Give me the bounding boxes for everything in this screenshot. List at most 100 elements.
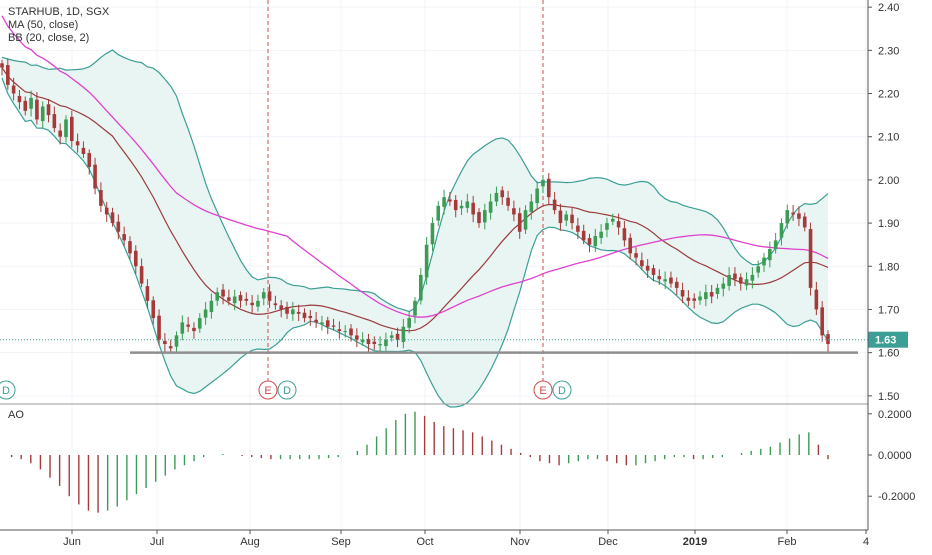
candle-body — [436, 205, 441, 221]
price-tick-label: 1.80 — [878, 261, 899, 273]
candle-body — [593, 236, 598, 247]
candle-body — [110, 212, 115, 224]
candle-body — [651, 268, 656, 275]
candle-body — [35, 99, 39, 120]
candle-body — [256, 300, 260, 307]
candle-body — [465, 201, 470, 208]
time-tick-label: Sep — [331, 536, 351, 548]
candle-body — [663, 279, 667, 282]
time-tick-label: Jun — [63, 536, 81, 548]
candle-body — [0, 63, 4, 68]
candle-body — [337, 329, 342, 332]
candle-body — [355, 335, 359, 340]
candle-body — [453, 199, 458, 211]
candle-body — [605, 223, 609, 230]
candle-body — [395, 333, 400, 340]
candle-body — [826, 334, 830, 345]
candle-body — [349, 328, 353, 336]
candle-body — [785, 210, 790, 224]
price-tick-label: 1.50 — [878, 391, 899, 403]
axes: 2.40 2.30 2.20 2.10 2.00 1.90 1.80 1.70 1.60 1.50… — [0, 0, 915, 548]
candle-body — [692, 298, 697, 301]
candle-body — [419, 274, 423, 301]
candle-body — [75, 141, 80, 146]
dividend-marker-label: D — [2, 385, 10, 397]
candle-body — [267, 291, 272, 301]
candle-body — [261, 292, 266, 299]
candle-body — [133, 250, 138, 267]
candle-body — [372, 341, 377, 345]
candle-body — [389, 335, 394, 338]
bollinger-band-fill — [2, 50, 828, 407]
candle-body — [459, 205, 464, 209]
candle-body — [238, 295, 243, 301]
candle-body — [93, 164, 97, 189]
candle-body — [616, 221, 621, 228]
candle-body — [779, 223, 784, 238]
candle-body — [657, 276, 662, 280]
candle-body — [250, 302, 254, 306]
candle-body — [680, 290, 685, 297]
candle-body — [87, 153, 92, 167]
candle-body — [738, 277, 743, 284]
candle-body — [104, 207, 109, 215]
candle-body — [279, 305, 284, 310]
legend-symbol: STARHUB, 1D, SGX — [8, 6, 110, 18]
candle-body — [546, 178, 551, 198]
candle-body — [506, 197, 510, 206]
dividend-marker-label: D — [558, 385, 566, 397]
candle-body — [163, 340, 167, 345]
candle-body — [552, 199, 557, 211]
bollinger-fill — [2, 50, 828, 407]
candle-body — [750, 274, 755, 281]
candle-body — [430, 223, 435, 245]
ao-tick-label: -0.2000 — [878, 491, 915, 503]
candle-body — [29, 97, 33, 109]
candle-body — [70, 116, 74, 142]
candle-body — [610, 218, 615, 222]
candle-body — [46, 104, 51, 116]
candle-body — [6, 65, 10, 85]
candle-body — [727, 274, 731, 286]
candle-body — [576, 225, 580, 232]
candle-body — [366, 338, 371, 345]
candle-body — [709, 292, 714, 297]
candle-body — [442, 197, 446, 207]
candle-body — [541, 179, 545, 187]
dividend-marker — [552, 380, 572, 400]
candle-body — [494, 192, 499, 202]
earnings-marker-label: E — [264, 385, 271, 397]
candle-body — [791, 212, 795, 215]
candle-body — [797, 213, 801, 219]
candle-body — [360, 339, 365, 343]
candle-body — [145, 286, 150, 301]
earnings-marker — [533, 380, 553, 400]
candle-body — [157, 315, 161, 340]
candle-body — [698, 296, 702, 301]
candle-body — [570, 214, 574, 224]
price-tick-label: 2.00 — [878, 175, 899, 187]
event-lines — [267, 0, 544, 392]
candle-body — [244, 298, 249, 301]
candle-body — [762, 257, 766, 266]
candle-body — [128, 241, 132, 254]
candle-body — [500, 190, 505, 198]
earnings-marker — [258, 380, 278, 400]
price-tick-label: 1.70 — [878, 304, 899, 316]
candle-body — [285, 306, 289, 314]
candle-body — [407, 318, 411, 328]
candle-body — [477, 212, 481, 224]
candle-body — [308, 315, 313, 319]
candle-body — [448, 199, 452, 202]
candle-body — [186, 324, 190, 327]
bollinger-basis-line — [1, 67, 829, 332]
candle-body — [517, 213, 522, 232]
candle-body — [704, 292, 708, 300]
candle-body — [221, 289, 225, 297]
candle-body — [721, 283, 726, 289]
candle-body — [151, 300, 156, 319]
candle-body — [808, 229, 813, 288]
candle-body — [227, 297, 231, 301]
